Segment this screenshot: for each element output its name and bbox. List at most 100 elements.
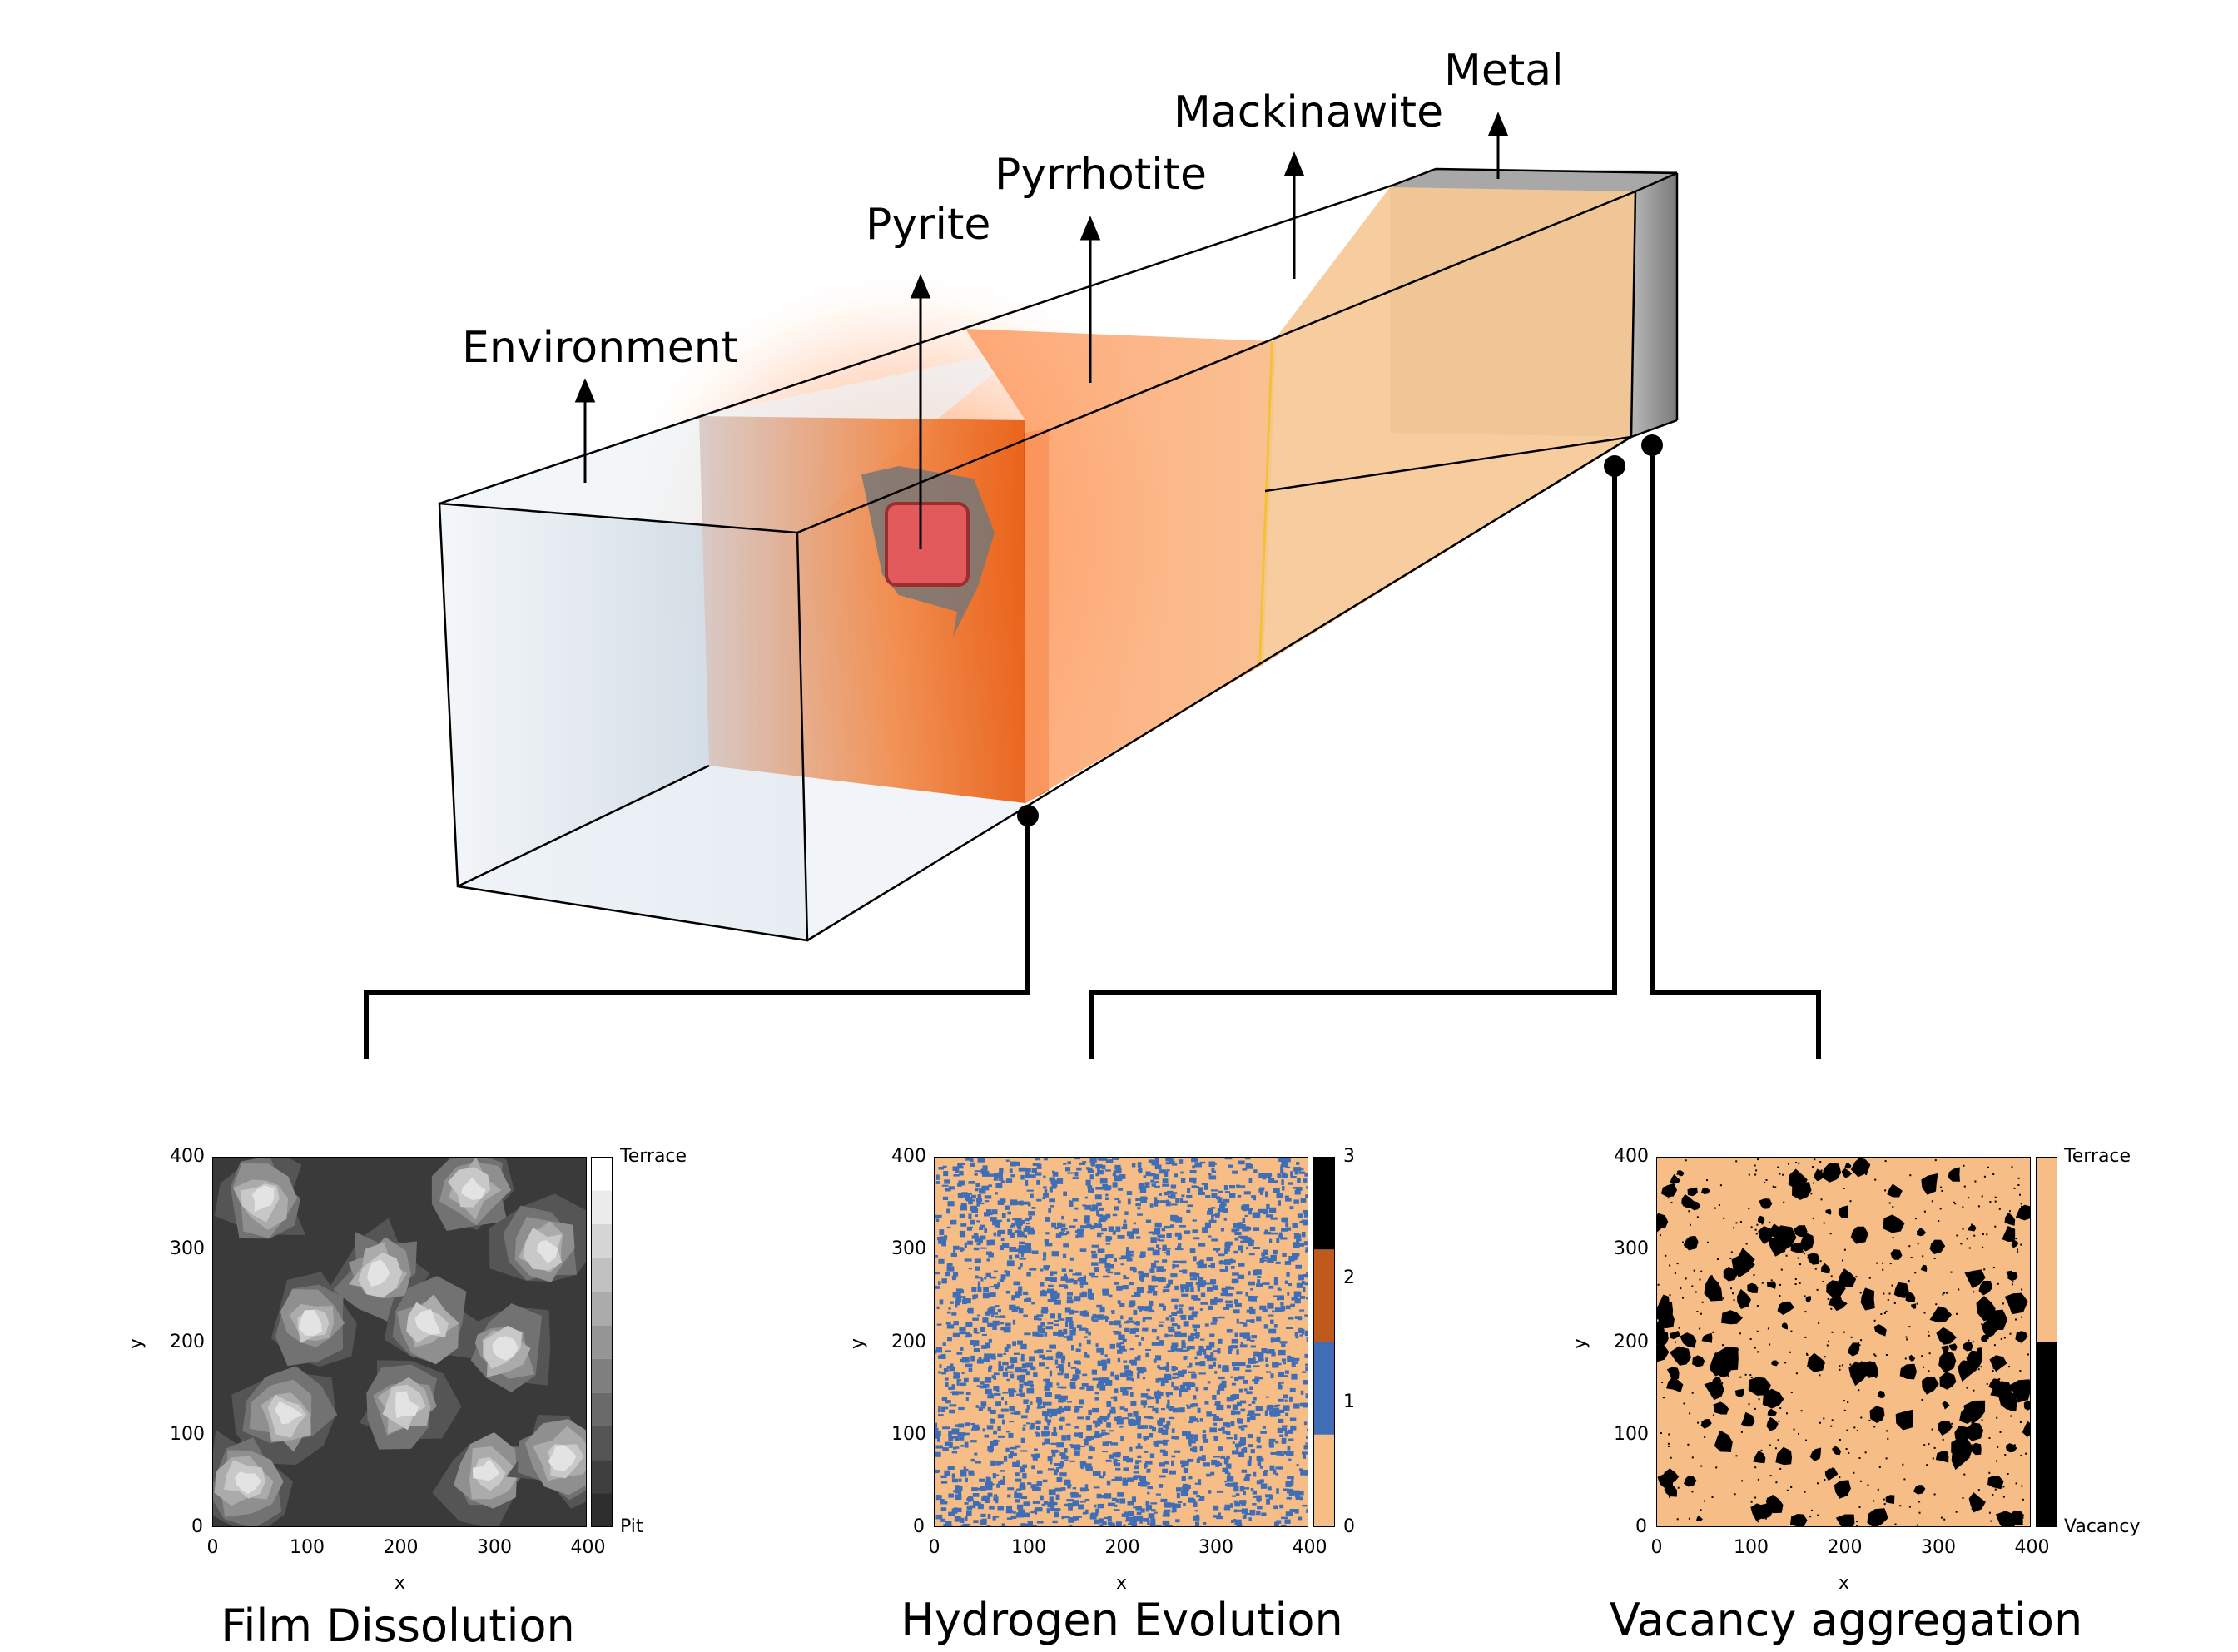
hydrogen-site [1134,1471,1139,1473]
hydrogen-site [1218,1463,1222,1466]
x-tick-label: 100 [290,1537,325,1558]
hydrogen-site [968,1496,971,1502]
vacancy-site [1795,1283,1797,1285]
hydrogen-site [1158,1421,1163,1426]
vacancy-site [1817,1482,1819,1484]
hydrogen-site [1253,1227,1259,1231]
hydrogen-site [1232,1451,1238,1455]
hydrogen-site [1204,1184,1208,1190]
hydrogen-site [1238,1275,1244,1279]
hydrogen-site [1249,1240,1254,1243]
hydrogen-site [1298,1517,1302,1521]
vacancy-site [1675,1342,1676,1343]
vacancy-site [1809,1516,1811,1517]
hydrogen-site [975,1214,978,1217]
hydrogen-site [1141,1276,1144,1282]
vacancy-site [1928,1331,1929,1332]
hydrogen-site [1069,1269,1073,1272]
vacancy-site [1775,1447,1777,1449]
hydrogen-site [1176,1487,1182,1491]
hydrogen-site [980,1520,984,1525]
hydrogen-site [1099,1495,1104,1498]
vacancy-site [1704,1501,1705,1502]
hydrogen-site [1113,1231,1116,1235]
hydrogen-site [1290,1304,1295,1307]
hydrogen-site [1234,1232,1241,1235]
vacancy-site [2022,1517,2024,1519]
vacancy-site [1734,1493,1736,1495]
y-tick-label: 300 [891,1238,926,1259]
hydrogen-site [1190,1272,1197,1277]
hydrogen-site [971,1487,978,1491]
hydrogen-site [1292,1298,1294,1301]
hydrogen-site [941,1278,947,1283]
hydrogen-site [1275,1441,1278,1444]
hydrogen-site [1244,1191,1251,1194]
hydrogen-site [1157,1235,1159,1238]
vacancy-site [1713,1415,1714,1416]
hydrogen-site [1220,1269,1226,1272]
hydrogen-site [1025,1173,1030,1178]
vacancy-site [1749,1420,1751,1421]
hydrogen-site [1246,1247,1248,1249]
hydrogen-site [995,1285,999,1289]
hydrogen-site [1026,1422,1030,1424]
hydrogen-site [1044,1426,1049,1430]
hydrogen-site [1256,1511,1261,1515]
vacancy-site [1953,1458,1954,1460]
hydrogen-site [955,1446,960,1449]
hydrogen-site [1029,1268,1036,1271]
vacancy-site [1769,1445,1771,1446]
hydrogen-site [1253,1196,1256,1200]
hydrogen-site [1245,1215,1248,1217]
hydrogen-site [1249,1387,1253,1391]
hydrogen-site [970,1158,974,1163]
hydrogen-site [1101,1228,1107,1231]
hydrogen-site [1166,1284,1170,1287]
vacancy-site [1921,1355,1923,1357]
hydrogen-site [1216,1405,1223,1410]
vacancy-site [1722,1433,1724,1435]
hydrogen-site [1171,1461,1174,1466]
hydrogen-site [1246,1167,1251,1169]
hydrogen-site [1114,1272,1120,1275]
hydrogen-site [1082,1229,1084,1232]
hydrogen-site [1296,1162,1299,1165]
hydrogen-site [1299,1468,1303,1471]
vacancy-site [1669,1496,1670,1498]
hydrogen-site [1004,1456,1007,1462]
hydrogen-site [1104,1433,1110,1435]
hydrogen-site [973,1493,980,1497]
vacancy-site [1860,1292,1862,1293]
hydrogen-site [1198,1287,1200,1292]
hydrogen-site [1010,1357,1018,1363]
vacancy-site [1981,1323,1982,1325]
hydrogen-site [1232,1171,1238,1174]
hydrogen-site [948,1436,953,1441]
hydrogen-site [982,1334,987,1336]
vacancy-site [1796,1372,1798,1374]
y-tick-label: 300 [1614,1238,1649,1259]
vacancy-site [2025,1453,2027,1455]
y-tick-label: 300 [170,1238,205,1259]
hydrogen-site [1294,1292,1299,1294]
hydrogen-site [1000,1279,1005,1282]
hydrogen-site [1243,1204,1250,1210]
vacancy-site [1801,1227,1803,1228]
hydrogen-site [1130,1348,1134,1350]
hydrogen-site [985,1377,991,1382]
hydrogen-site [1020,1384,1024,1388]
hydrogen-site [1266,1397,1268,1398]
hydrogen-site [1059,1426,1063,1430]
vacancy-site [1987,1337,1989,1339]
hydrogen-site [1227,1477,1233,1482]
vacancy-site [1668,1312,1670,1313]
hydrogen-site [1021,1253,1024,1257]
hydrogen-site [1057,1383,1060,1386]
hydrogen-site [1059,1367,1064,1372]
vacancy-site [1832,1468,1834,1470]
hydrogen-site [1043,1193,1049,1198]
vacancy-site [1738,1298,1739,1300]
hydrogen-site [1120,1406,1125,1410]
hydrogen-site [1265,1494,1272,1497]
